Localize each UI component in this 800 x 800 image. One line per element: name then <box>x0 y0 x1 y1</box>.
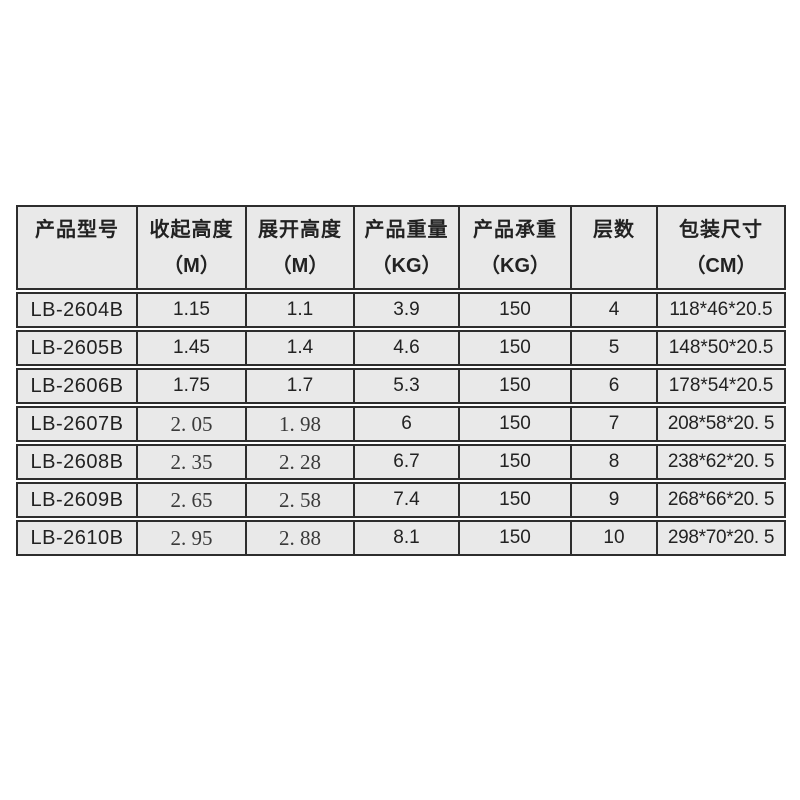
column-header-model-label: 产品型号 <box>35 219 119 241</box>
column-header-folded-height-label: 收起高度 <box>149 219 234 241</box>
table-row: LB-2608B 2. 35 2. 28 6.7 150 8 238*62*20… <box>16 444 786 480</box>
cell-layers: 10 <box>572 520 658 556</box>
cell-weight: 4.6 <box>355 330 460 366</box>
table-row: LB-2605B 1.45 1.4 4.6 150 5 148*50*20.5 <box>16 330 786 366</box>
table-row: LB-2609B 2. 65 2. 58 7.4 150 9 268*66*20… <box>16 482 786 518</box>
cell-weight: 6 <box>355 406 460 442</box>
product-spec-table-wrapper: 产品型号 收起高度 （M） 展开高度 （M） 产品重量 （KG） <box>16 203 786 558</box>
table-row: LB-2607B 2. 05 1. 98 6 150 7 208*58*20. … <box>16 406 786 442</box>
cell-extended-height: 2. 28 <box>247 444 355 480</box>
cell-extended-height: 1.7 <box>247 368 355 404</box>
cell-extended-height: 2. 58 <box>247 482 355 518</box>
cell-weight: 7.4 <box>355 482 460 518</box>
cell-load-capacity: 150 <box>460 444 572 480</box>
cell-layers: 4 <box>572 292 658 328</box>
column-header-package-size-unit: （CM） <box>685 255 757 277</box>
column-header-weight-label: 产品重量 <box>364 219 449 241</box>
column-header-weight-unit: （KG） <box>371 255 442 277</box>
table-row: LB-2610B 2. 95 2. 88 8.1 150 10 298*70*2… <box>16 520 786 556</box>
cell-folded-height: 1.45 <box>138 330 247 366</box>
table-header-row: 产品型号 收起高度 （M） 展开高度 （M） 产品重量 （KG） <box>16 205 786 290</box>
column-header-weight: 产品重量 （KG） <box>355 205 460 290</box>
cell-extended-height: 1.4 <box>247 330 355 366</box>
column-header-layers-label: 层数 <box>593 219 635 241</box>
cell-package-size: 118*46*20.5 <box>658 292 786 328</box>
cell-folded-height: 1.75 <box>138 368 247 404</box>
cell-package-size: 238*62*20. 5 <box>658 444 786 480</box>
cell-folded-height: 2. 65 <box>138 482 247 518</box>
cell-layers: 9 <box>572 482 658 518</box>
cell-folded-height: 1.15 <box>138 292 247 328</box>
cell-load-capacity: 150 <box>460 330 572 366</box>
table-row: LB-2604B 1.15 1.1 3.9 150 4 118*46*20.5 <box>16 292 786 328</box>
cell-weight: 5.3 <box>355 368 460 404</box>
column-header-layers: 层数 <box>572 205 658 290</box>
column-header-package-size: 包装尺寸 （CM） <box>658 205 786 290</box>
table-row: LB-2606B 1.75 1.7 5.3 150 6 178*54*20.5 <box>16 368 786 404</box>
cell-weight: 8.1 <box>355 520 460 556</box>
column-header-extended-height-unit: （M） <box>271 255 329 277</box>
cell-package-size: 268*66*20. 5 <box>658 482 786 518</box>
cell-load-capacity: 150 <box>460 292 572 328</box>
cell-model: LB-2608B <box>16 444 138 480</box>
cell-model: LB-2609B <box>16 482 138 518</box>
cell-load-capacity: 150 <box>460 482 572 518</box>
column-header-load-capacity: 产品承重 （KG） <box>460 205 572 290</box>
cell-load-capacity: 150 <box>460 406 572 442</box>
cell-weight: 6.7 <box>355 444 460 480</box>
cell-load-capacity: 150 <box>460 520 572 556</box>
product-spec-table: 产品型号 收起高度 （M） 展开高度 （M） 产品重量 （KG） <box>16 203 786 558</box>
cell-extended-height: 1. 98 <box>247 406 355 442</box>
cell-folded-height: 2. 35 <box>138 444 247 480</box>
column-header-folded-height: 收起高度 （M） <box>138 205 247 290</box>
cell-load-capacity: 150 <box>460 368 572 404</box>
cell-package-size: 298*70*20. 5 <box>658 520 786 556</box>
cell-model: LB-2607B <box>16 406 138 442</box>
cell-model: LB-2605B <box>16 330 138 366</box>
cell-extended-height: 2. 88 <box>247 520 355 556</box>
column-header-extended-height: 展开高度 （M） <box>247 205 355 290</box>
cell-layers: 6 <box>572 368 658 404</box>
cell-package-size: 148*50*20.5 <box>658 330 786 366</box>
cell-package-size: 178*54*20.5 <box>658 368 786 404</box>
cell-folded-height: 2. 05 <box>138 406 247 442</box>
cell-layers: 5 <box>572 330 658 366</box>
cell-extended-height: 1.1 <box>247 292 355 328</box>
cell-package-size: 208*58*20. 5 <box>658 406 786 442</box>
column-header-package-size-label: 包装尺寸 <box>679 219 763 241</box>
cell-folded-height: 2. 95 <box>138 520 247 556</box>
column-header-model: 产品型号 <box>16 205 138 290</box>
cell-model: LB-2610B <box>16 520 138 556</box>
cell-weight: 3.9 <box>355 292 460 328</box>
column-header-load-capacity-label: 产品承重 <box>473 219 557 241</box>
column-header-load-capacity-unit: （KG） <box>480 255 550 277</box>
column-header-extended-height-label: 展开高度 <box>258 219 342 241</box>
cell-model: LB-2604B <box>16 292 138 328</box>
cell-model: LB-2606B <box>16 368 138 404</box>
column-header-folded-height-unit: （M） <box>163 255 220 277</box>
cell-layers: 7 <box>572 406 658 442</box>
cell-layers: 8 <box>572 444 658 480</box>
